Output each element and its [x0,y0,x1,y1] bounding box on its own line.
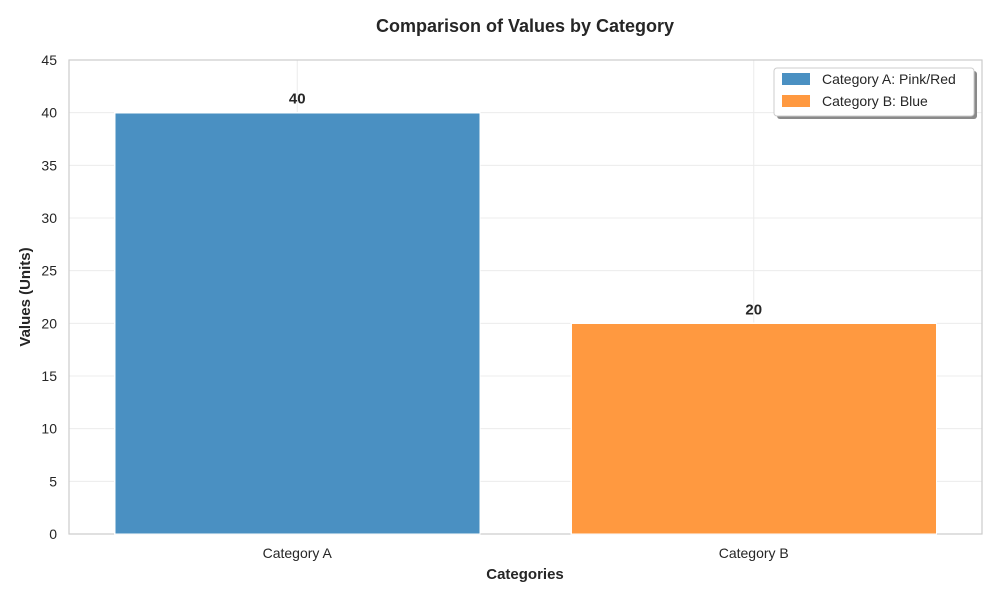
bars [114,112,937,535]
data-labels: 40 20 [289,91,762,319]
x-axis-ticks: Category A Category B [263,545,789,561]
y-tick-label: 20 [41,315,57,331]
x-tick-label: Category B [719,545,789,561]
legend-swatch [782,95,810,107]
bar-category-b [570,322,937,535]
legend-entry-label: Category B: Blue [822,93,928,109]
bar-value-label: 20 [745,301,762,318]
y-tick-label: 0 [49,526,57,542]
x-tick-label: Category A [263,545,333,561]
bar-category-a [114,112,481,535]
y-tick-label: 5 [49,473,57,489]
chart-title: Comparison of Values by Category [376,16,674,36]
legend-entry-label: Category A: Pink/Red [822,71,956,87]
y-tick-label: 15 [41,368,57,384]
y-tick-label: 45 [41,52,57,68]
legend: Category A: Pink/Red Category B: Blue [773,67,977,119]
plot-area-frame [68,59,983,535]
legend-swatch [782,73,810,85]
y-axis-ticks: 0 5 10 15 20 25 30 35 40 45 [41,52,57,542]
x-axis-label: Categories [486,566,564,583]
legend-entries: Category A: Pink/Red Category B: Blue [782,71,956,109]
y-axis-label: Values (Units) [17,247,34,346]
legend-box [773,67,975,117]
y-tick-label: 40 [41,105,57,121]
y-tick-label: 30 [41,210,57,226]
y-tick-label: 35 [41,157,57,173]
bar-value-label: 40 [289,91,306,108]
y-tick-label: 25 [41,263,57,279]
y-tick-label: 10 [41,421,57,437]
